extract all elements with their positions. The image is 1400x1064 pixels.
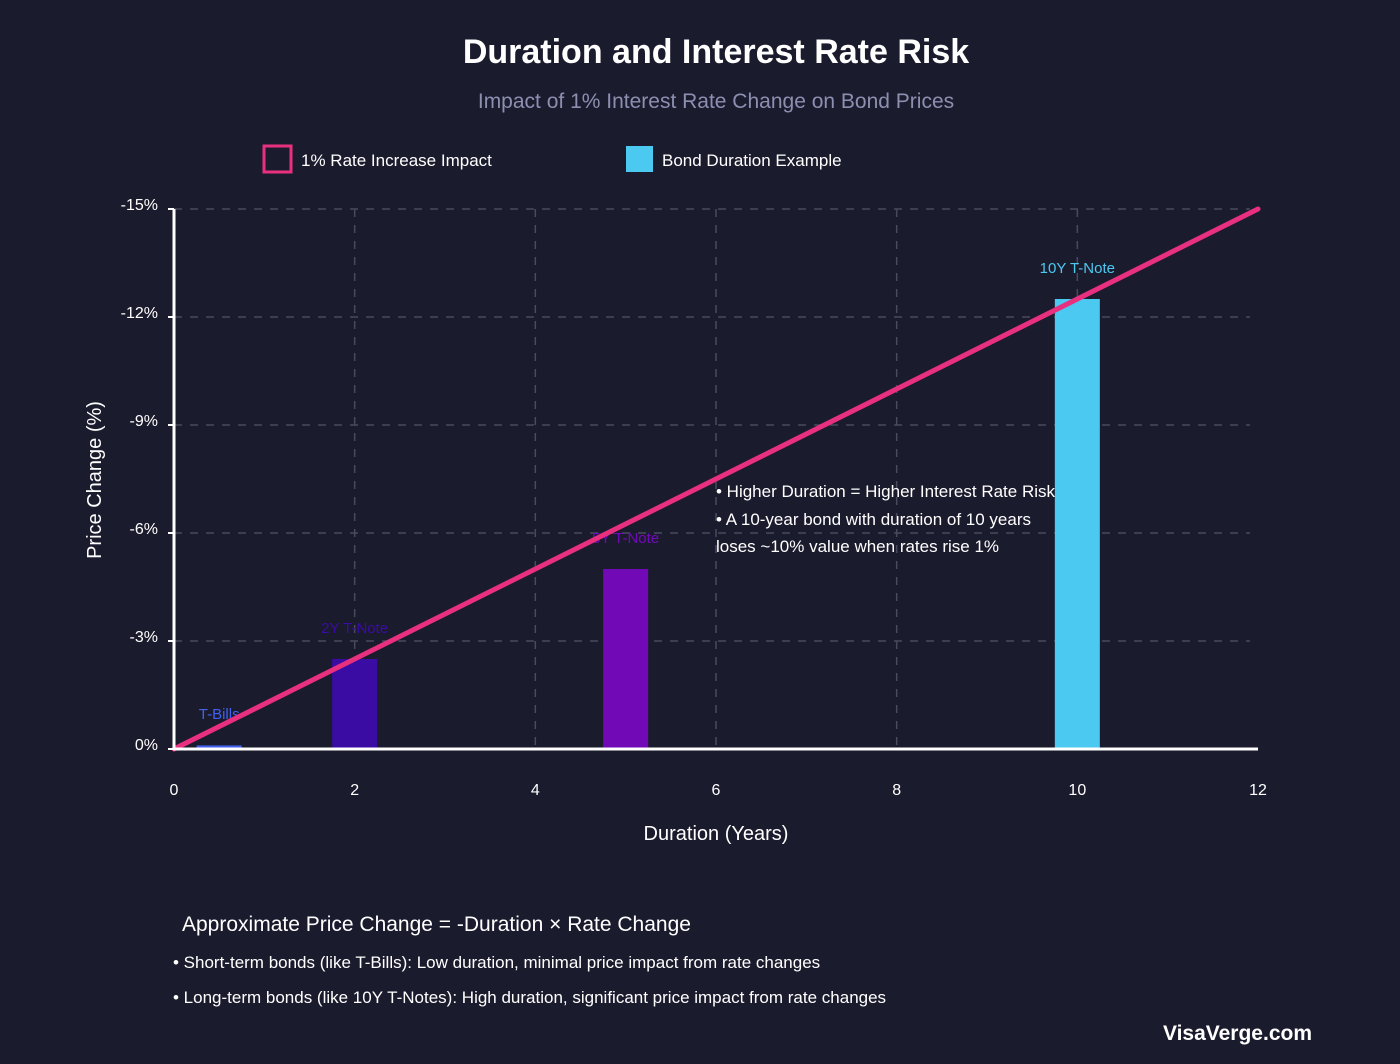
legend-label-line: 1% Rate Increase Impact bbox=[301, 151, 492, 170]
x-tick-label: 12 bbox=[1249, 782, 1267, 799]
bar-5y-t-note bbox=[603, 569, 649, 749]
x-axis-title: Duration (Years) bbox=[644, 823, 789, 845]
legend-swatch-bar bbox=[626, 146, 653, 172]
annotation: • Higher Duration = Higher Interest Rate… bbox=[716, 482, 1056, 556]
x-tick-label: 6 bbox=[712, 782, 721, 799]
legend-label-bar: Bond Duration Example bbox=[662, 151, 842, 170]
bar-label-2y-t-note: 2Y T-Note bbox=[321, 620, 388, 637]
bars bbox=[196, 299, 1100, 749]
y-tick-labels: 0% -3% -6% -9% -12% -15% bbox=[121, 197, 158, 754]
bar-label-10y-t-note: 10Y T-Note bbox=[1040, 260, 1115, 277]
y-tick-label: -15% bbox=[121, 197, 158, 214]
y-tick-label: -6% bbox=[130, 521, 158, 538]
y-tick-label: 0% bbox=[135, 737, 158, 754]
y-tick-label: -9% bbox=[130, 413, 158, 430]
footer-bullet-long-term: • Long-term bonds (like 10Y T-Notes): Hi… bbox=[173, 988, 886, 1007]
brand-logo-text: VisaVerge.com bbox=[1163, 1022, 1312, 1045]
chart-subtitle: Impact of 1% Interest Rate Change on Bon… bbox=[478, 90, 954, 113]
y-tick-label: -3% bbox=[130, 629, 158, 646]
impact-line-path bbox=[171, 206, 1261, 752]
x-tick-label: 2 bbox=[350, 782, 359, 799]
x-tick-label: 8 bbox=[892, 782, 901, 799]
x-tick-labels: 0 2 4 6 8 10 12 bbox=[170, 782, 1267, 799]
y-axis-title: Price Change (%) bbox=[84, 401, 106, 559]
impact-line bbox=[171, 206, 1261, 752]
annotation-line-2: • A 10-year bond with duration of 10 yea… bbox=[716, 510, 1031, 529]
x-tick-label: 4 bbox=[531, 782, 540, 799]
footer-bullet-short-term: • Short-term bonds (like T-Bills): Low d… bbox=[173, 953, 820, 972]
bar-label-5y-t-note: 5Y T-Note bbox=[592, 530, 659, 547]
chart-title: Duration and Interest Rate Risk bbox=[463, 33, 969, 71]
x-tick-label: 10 bbox=[1068, 782, 1086, 799]
x-tick-label: 0 bbox=[170, 782, 179, 799]
bar-2y-t-note bbox=[332, 659, 378, 749]
legend-swatch-line bbox=[262, 144, 293, 174]
annotation-line-1: • Higher Duration = Higher Interest Rate… bbox=[716, 482, 1056, 501]
y-tick-label: -12% bbox=[121, 305, 158, 322]
formula-text: Approximate Price Change = -Duration × R… bbox=[182, 913, 691, 936]
bar-10y-t-note bbox=[1054, 299, 1100, 749]
annotation-line-3: loses ~10% value when rates rise 1% bbox=[716, 537, 999, 556]
axes bbox=[168, 208, 1258, 751]
bar-t-bills bbox=[196, 745, 242, 749]
legend: 1% Rate Increase Impact Bond Duration Ex… bbox=[262, 144, 842, 174]
